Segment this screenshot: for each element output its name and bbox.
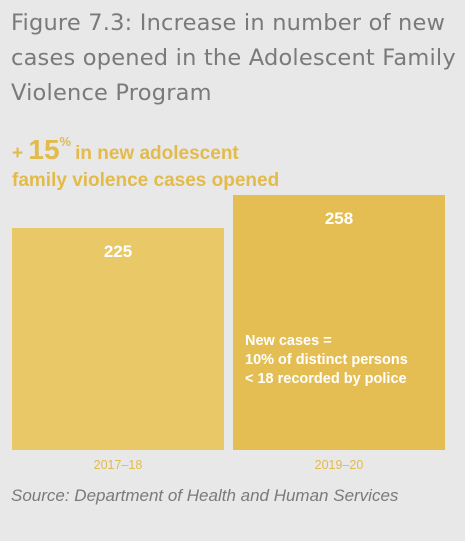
bar-annotation-line: New cases =	[245, 333, 332, 349]
bar-annotation-line: 10% of distinct persons	[245, 352, 408, 368]
bar-annotation-line: < 18 recorded by police	[245, 371, 407, 387]
bar-value-label: 225	[104, 242, 132, 261]
headline-prefix: +	[12, 143, 29, 164]
headline-line-2: family violence cases opened	[12, 170, 280, 191]
x-tick-label: 2017–18	[94, 458, 143, 472]
headline-line-1-text: in new adolescent	[75, 143, 239, 164]
figure-title: Figure 7.3: Increase in number of new ca…	[11, 10, 456, 106]
headline-callout: + 15%in new adolescent family violence c…	[12, 128, 452, 193]
headline-percent-sign: %	[59, 134, 72, 149]
headline-line-1: + 15%in new adolescent	[12, 128, 452, 168]
source-note: Source: Department of Health and Human S…	[11, 486, 399, 505]
bar-2019–20	[233, 195, 445, 450]
bar-value-label: 258	[325, 209, 353, 228]
bar-2017–18	[12, 228, 224, 450]
x-tick-label: 2019–20	[315, 458, 364, 472]
headline-value: 15	[28, 134, 60, 165]
